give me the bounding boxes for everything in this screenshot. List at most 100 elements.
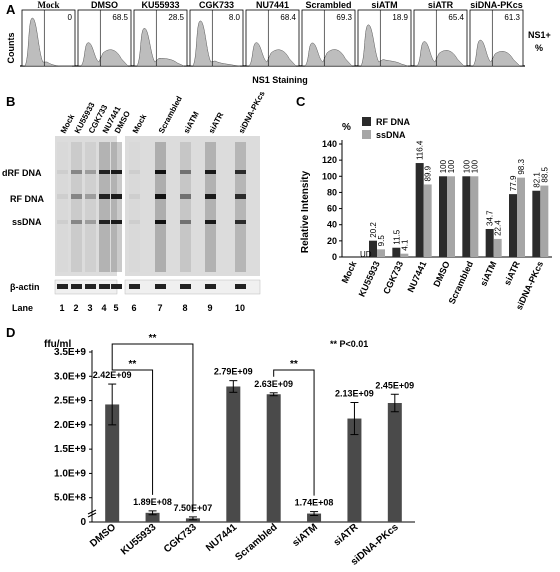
d-significance-mark: **: [290, 359, 298, 370]
histogram-percent: 68.5: [112, 13, 128, 22]
c-bar: [447, 176, 455, 257]
d-value-label: 2.42E+09: [93, 370, 132, 380]
gel-smear: [99, 142, 110, 272]
gel-band: [235, 194, 246, 199]
legend-swatch-rf: [362, 117, 371, 126]
gel-band: [85, 194, 96, 199]
d-value-label: 2.45E+09: [375, 380, 414, 390]
lane-number: 5: [113, 303, 118, 313]
actin-band: [180, 284, 191, 289]
panel-a-right-label-2: %: [535, 43, 543, 53]
gel-band: [205, 170, 216, 174]
histogram-percent: 69.3: [336, 13, 352, 22]
d-significance-bracket: [111, 368, 154, 495]
panel-a-right-label-1: NS1+: [528, 30, 551, 40]
histogram-label: siDNA-PKcs: [470, 0, 523, 10]
d-bar: [105, 404, 120, 522]
gel-band: [57, 194, 68, 199]
gel-band: [111, 220, 122, 224]
gel-smear: [111, 142, 122, 272]
panel-a-ylabel: Counts: [6, 33, 16, 64]
d-value-label: 1.89E+08: [133, 497, 172, 507]
panel-a-xlabel: NS1 Staining: [252, 75, 308, 85]
c-bar: [400, 253, 409, 257]
c-bar: [439, 176, 447, 257]
gel-band: [99, 194, 110, 199]
c-y-tick-label: 0: [332, 252, 337, 262]
gel-band: [71, 220, 82, 224]
gel-band: [155, 194, 166, 199]
d-axis-break-1: [87, 509, 97, 515]
gel-band: [205, 220, 216, 224]
actin-band: [99, 284, 110, 289]
histogram-curve: [304, 42, 353, 67]
d-y-tick-label: 2.0E+9: [54, 420, 86, 431]
histogram-label: Scrambled: [305, 0, 351, 10]
panel-c-chart: % Relative Intensity 0 20 40 60 80 100 120 140 M…: [300, 117, 552, 311]
c-bar: [415, 163, 424, 257]
d-category-label: siATR: [332, 521, 361, 548]
d-bar: [266, 394, 281, 522]
d-bar: [226, 386, 241, 522]
panel-letter-c: C: [296, 94, 306, 109]
d-bar: [387, 403, 402, 522]
gel-smear: [85, 142, 96, 272]
c-category-label: KU55933: [357, 260, 382, 299]
d-y-tick-label: 0: [80, 517, 86, 528]
histogram-label: siATR: [428, 0, 454, 10]
histogram-percent: 18.9: [392, 13, 408, 22]
lane-label: siDNA-PKcs: [237, 92, 267, 135]
lane-label: siATM: [182, 110, 201, 135]
d-significance-bracket: [111, 343, 194, 513]
histogram-curve: [192, 20, 241, 67]
d-bar: [145, 512, 160, 522]
gel-smear: [129, 142, 140, 272]
panel-letter-d: D: [6, 325, 16, 340]
d-category-label: KU55933: [119, 522, 159, 558]
c-category-label: CGK733: [381, 260, 405, 296]
histogram-percent: 0: [68, 13, 73, 22]
histogram-percent: 65.4: [448, 13, 464, 22]
gel-band: [129, 220, 140, 224]
band-label-ssdna: ssDNA: [12, 217, 42, 227]
panel-d-unit: ffu/ml: [44, 339, 71, 350]
gel-band: [129, 170, 140, 174]
d-category-label: Scrambled: [233, 522, 279, 563]
actin-band: [111, 284, 122, 289]
actin-band: [71, 284, 82, 289]
gel-band: [71, 170, 82, 174]
histogram-curve: [416, 41, 465, 67]
d-y-tick-label: 1.5E+9: [54, 444, 86, 455]
lane-number: 4: [101, 303, 106, 313]
c-value-label: 20.2: [369, 222, 378, 238]
gel-band: [57, 220, 68, 224]
lane-number: 6: [131, 303, 136, 313]
actin-band: [155, 284, 166, 289]
actin-band: [85, 284, 96, 289]
lane-number: 2: [73, 303, 78, 313]
c-category-label: Mock: [340, 259, 359, 285]
d-significance-bracket: [273, 369, 315, 496]
d-significance-mark: **: [149, 333, 157, 344]
histogram-label: NU7441: [256, 0, 289, 10]
c-value-label: 88.5: [540, 166, 549, 182]
histogram-percent: 61.3: [504, 13, 520, 22]
legend-swatch-ssdna: [362, 130, 371, 139]
d-y-tick-label: 5.0E+8: [54, 493, 86, 504]
significance-legend: ** P<0.01: [330, 339, 368, 349]
c-value-label: 4.1: [400, 239, 409, 251]
annotation-ud: UD: [360, 250, 372, 259]
panel-c-unit: %: [342, 122, 351, 133]
gel-band: [155, 220, 166, 224]
gel-band: [111, 194, 122, 199]
panel-c-legend: RF DNA ssDNA: [362, 117, 410, 140]
c-value-label: 82.1: [532, 172, 541, 188]
histogram-curve: [360, 24, 409, 67]
d-value-label: 2.79E+09: [214, 367, 253, 377]
c-value-label: 22.4: [494, 220, 503, 236]
gel-band: [85, 220, 96, 224]
c-value-label: 100: [447, 159, 456, 173]
lane-number-group: 1 2 3 4 5 6 7 8 9 10: [59, 303, 245, 313]
c-category-label: siATM: [478, 260, 498, 288]
gel-band-group: [57, 142, 246, 272]
